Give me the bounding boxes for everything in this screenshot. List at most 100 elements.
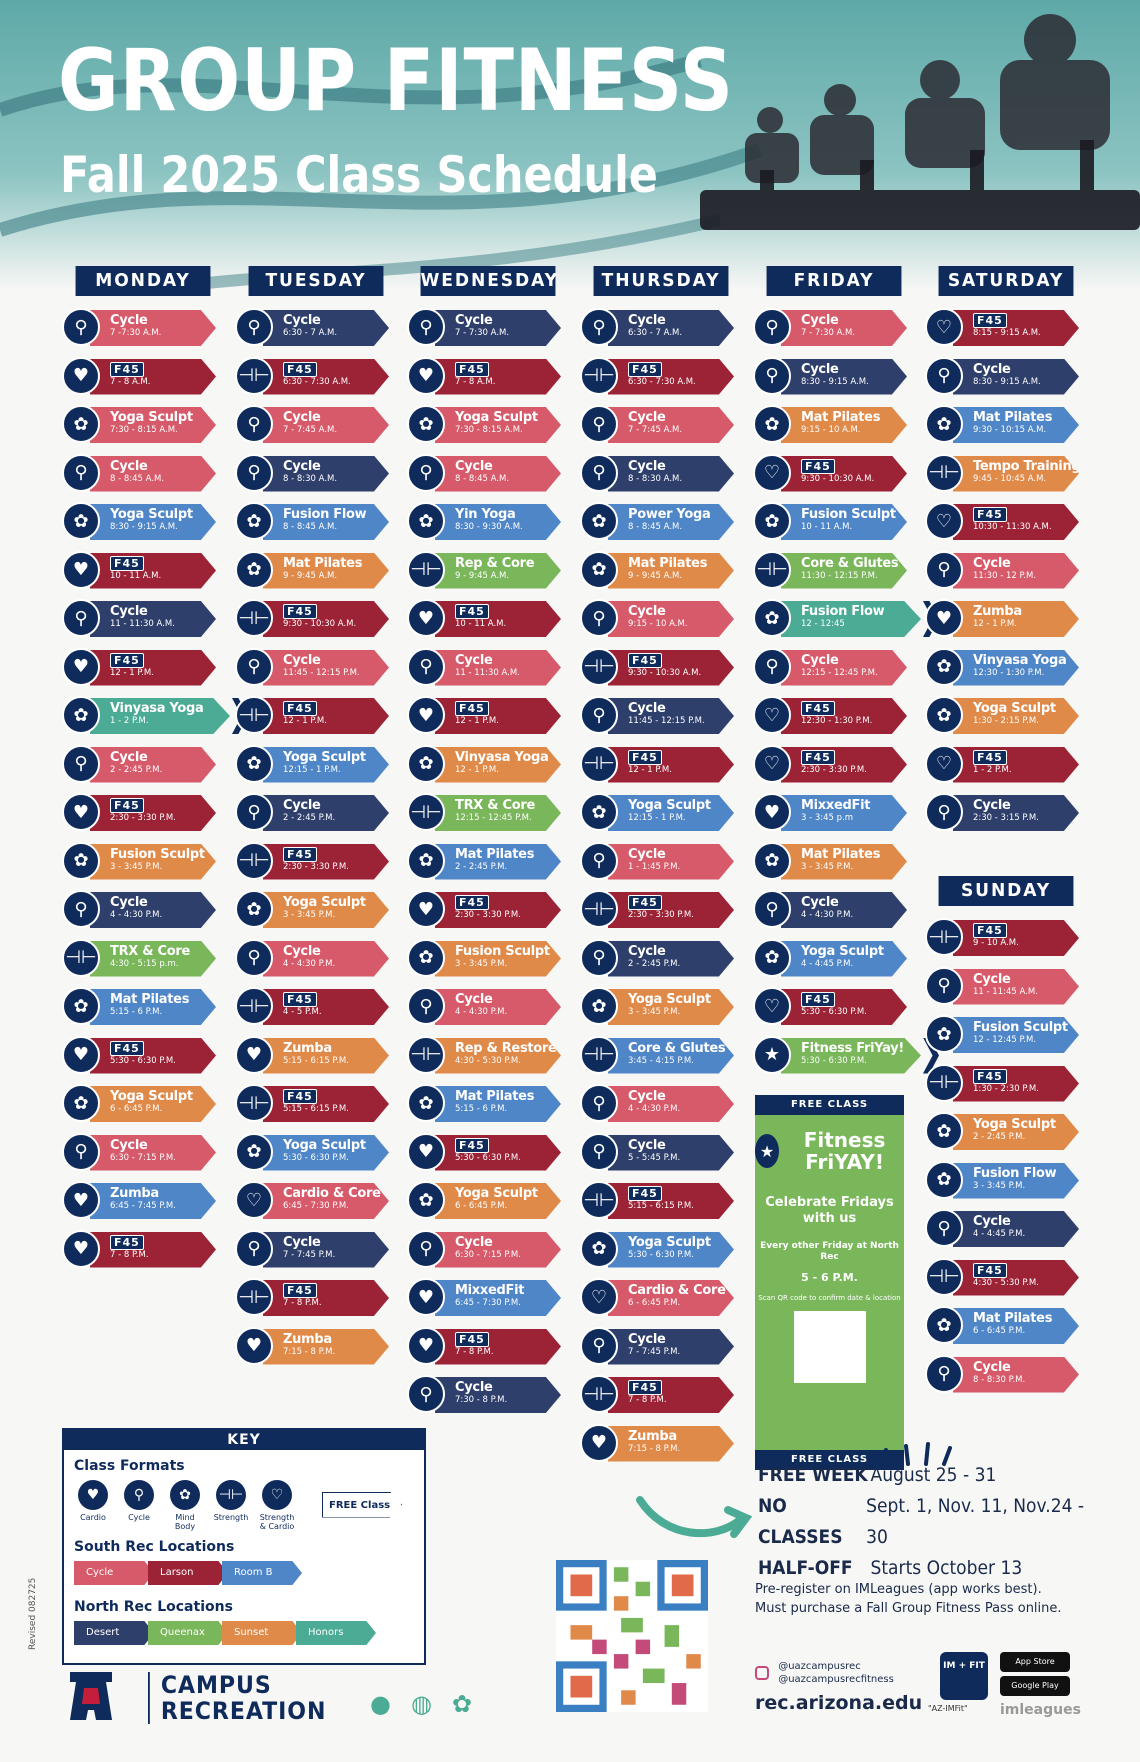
class-entry[interactable]: ⊣⊢ F45 2:30 - 3:30 P.M. bbox=[235, 840, 395, 881]
promo-qr-code[interactable] bbox=[793, 1311, 866, 1383]
class-entry[interactable]: ⚲ Cycle 6:30 - 7 A.M. bbox=[235, 306, 395, 347]
class-entry[interactable]: ⚲ Cycle 11:45 - 12:15 P.M. bbox=[235, 646, 395, 687]
class-entry[interactable]: ✿ Fusion Flow 3 - 3:45 P.M. bbox=[925, 1159, 1085, 1200]
class-entry[interactable]: ♡ F45 5:30 - 6:30 P.M. bbox=[753, 985, 913, 1026]
class-entry[interactable]: ♡ F45 8:15 - 9:15 A.M. bbox=[925, 306, 1085, 347]
app-store-button[interactable]: App Store bbox=[1000, 1652, 1070, 1672]
class-entry[interactable]: ⚲ Cycle 7 - 7:45 P.M. bbox=[580, 1325, 740, 1366]
class-entry[interactable]: ⊣⊢ F45 12 - 1 P.M. bbox=[235, 694, 395, 735]
website-link[interactable]: rec.arizona.edu bbox=[755, 1692, 923, 1714]
class-entry[interactable]: ♥ F45 7 - 8 P.M. bbox=[407, 1325, 567, 1366]
class-entry[interactable]: ⊣⊢ F45 7 - 8 P.M. bbox=[580, 1373, 740, 1414]
class-entry[interactable]: ⚲ Cycle 2 - 2:45 P.M. bbox=[235, 791, 395, 832]
class-entry[interactable]: ✿ Vinyasa Yoga 12:30 - 1:30 P.M. bbox=[925, 646, 1085, 687]
instagram-handle-1[interactable]: @uazcampusrec bbox=[778, 1661, 861, 1672]
class-entry[interactable]: ✿ Mat Pilates 9:15 - 10 A.M. bbox=[753, 403, 913, 444]
class-entry[interactable]: ⊣⊢ F45 9:30 - 10:30 A.M. bbox=[235, 597, 395, 638]
class-entry[interactable]: ✿ Vinyasa Yoga 12 - 1 P.M. bbox=[407, 743, 567, 784]
class-entry[interactable]: ⚲ Cycle 11 - 11:30 A.M. bbox=[407, 646, 567, 687]
class-entry[interactable]: ✿ Fusion Sculpt 3 - 3:45 P.M. bbox=[62, 840, 222, 881]
class-entry[interactable]: ⚲ Cycle 11 - 11:45 A.M. bbox=[925, 965, 1085, 1006]
class-entry[interactable]: ⊣⊢ TRX & Core 12:15 - 12:45 P.M. bbox=[407, 791, 567, 832]
class-entry[interactable]: ⊣⊢ F45 6:30 - 7:30 A.M. bbox=[580, 355, 740, 396]
class-entry[interactable]: ⊣⊢ F45 4:30 - 5:30 P.M. bbox=[925, 1256, 1085, 1297]
class-entry[interactable]: ⊣⊢ F45 5:15 - 6:15 P.M. bbox=[235, 1082, 395, 1123]
class-entry[interactable]: ⚲ Cycle 4 - 4:45 P.M. bbox=[925, 1207, 1085, 1248]
class-entry[interactable]: ⚲ Cycle 7 - 7:30 A.M. bbox=[753, 306, 913, 347]
class-entry[interactable]: ✿ Yoga Sculpt 6 - 6:45 P.M. bbox=[62, 1082, 222, 1123]
class-entry[interactable]: ⚲ Cycle 11:45 - 12:15 P.M. bbox=[580, 694, 740, 735]
class-entry[interactable]: ✿ Vinyasa Yoga 1 - 2 P.M. bbox=[62, 694, 248, 735]
class-entry[interactable]: ♥ F45 7 - 8 A.M. bbox=[407, 355, 567, 396]
class-entry[interactable]: ⚲ Cycle 5 - 5:45 P.M. bbox=[580, 1131, 740, 1172]
class-entry[interactable]: ✿ Yoga Sculpt 3 - 3:45 P.M. bbox=[580, 985, 740, 1026]
class-entry[interactable]: ✿ Yoga Sculpt 2 - 2:45 P.M. bbox=[925, 1110, 1085, 1151]
class-entry[interactable]: ♥ F45 10 - 11 A.M. bbox=[62, 549, 222, 590]
class-entry[interactable]: ⊣⊢ Core & Glutes 11:30 - 12:15 P.M. bbox=[753, 549, 913, 590]
class-entry[interactable]: ✿ Fusion Sculpt 3 - 3:45 P.M. bbox=[407, 937, 567, 978]
class-entry[interactable]: ⚲ Cycle 8:30 - 9:15 A.M. bbox=[753, 355, 913, 396]
class-entry[interactable]: ♥ MixxedFit 3 - 3:45 p.m bbox=[753, 791, 913, 832]
class-entry[interactable]: ⊣⊢ F45 9:30 - 10:30 A.M. bbox=[580, 646, 740, 687]
class-entry[interactable]: ⚲ Cycle 11 - 11:30 A.M. bbox=[62, 597, 222, 638]
class-entry[interactable]: ♡ Cardio & Core 6:45 - 7:30 P.M. bbox=[235, 1179, 395, 1220]
class-entry[interactable]: ✿ Yoga Sculpt 1:30 - 2:15 P.M. bbox=[925, 694, 1085, 735]
class-entry[interactable]: ✿ Yoga Sculpt 8:30 - 9:15 A.M. bbox=[62, 500, 222, 541]
class-entry[interactable]: ⊣⊢ F45 1:30 - 2:30 P.M. bbox=[925, 1062, 1085, 1103]
class-entry[interactable]: ⊣⊢ Core & Glutes 3:45 - 4:15 P.M. bbox=[580, 1034, 740, 1075]
class-entry[interactable]: ♡ Cardio & Core 6 - 6:45 P.M. bbox=[580, 1276, 740, 1317]
class-entry[interactable]: ✿ Yoga Sculpt 12:15 - 1 P.M. bbox=[580, 791, 740, 832]
class-entry[interactable]: ✿ Mat Pilates 9 - 9:45 A.M. bbox=[580, 549, 740, 590]
class-entry[interactable]: ✿ Yoga Sculpt 7:30 - 8:15 A.M. bbox=[62, 403, 222, 444]
class-entry[interactable]: ⚲ Cycle 7 - 7:30 A.M. bbox=[407, 306, 567, 347]
class-entry[interactable]: ⚲ Cycle 7 - 7:45 A.M. bbox=[235, 403, 395, 444]
class-entry[interactable]: ⊣⊢ Tempo Training 9:45 - 10:45 A.M. bbox=[925, 452, 1085, 493]
class-entry[interactable]: ⚲ Cycle 11:30 - 12 P.M. bbox=[925, 549, 1085, 590]
class-entry[interactable]: ⚲ Cycle 8:30 - 9:15 A.M. bbox=[925, 355, 1085, 396]
class-entry[interactable]: ✿ Mat Pilates 3 - 3:45 P.M. bbox=[753, 840, 913, 881]
class-entry[interactable]: ♡ F45 2:30 - 3:30 P.M. bbox=[753, 743, 913, 784]
class-entry[interactable]: ✿ Yoga Sculpt 3 - 3:45 P.M. bbox=[235, 888, 395, 929]
class-entry[interactable]: ♥ Zumba 7:15 - 8 P.M. bbox=[235, 1325, 395, 1366]
class-entry[interactable]: ✿ Yoga Sculpt 5:30 - 6:30 P.M. bbox=[580, 1228, 740, 1269]
class-entry[interactable]: ♥ F45 7 - 8 A.M. bbox=[62, 355, 222, 396]
class-entry[interactable]: ⊣⊢ F45 7 - 8 P.M. bbox=[235, 1276, 395, 1317]
im-fit-app-icon[interactable]: IM + FIT bbox=[940, 1652, 988, 1700]
class-entry[interactable]: ♥ F45 7 - 8 P.M. bbox=[62, 1228, 222, 1269]
class-entry[interactable]: ⚲ Cycle 7 - 7:45 A.M. bbox=[580, 403, 740, 444]
class-entry[interactable]: ⚲ Cycle 7 -7:30 A.M. bbox=[62, 306, 222, 347]
class-entry[interactable]: ♥ F45 5:30 - 6:30 P.M. bbox=[62, 1034, 222, 1075]
class-entry[interactable]: ✿ Mat Pilates 5:15 - 6 P.M. bbox=[407, 1082, 567, 1123]
class-entry[interactable]: ⚲ Cycle 1 - 1:45 P.M. bbox=[580, 840, 740, 881]
class-entry[interactable]: ⊣⊢ F45 5:15 - 6:15 P.M. bbox=[580, 1179, 740, 1220]
class-entry[interactable]: ♥ F45 10 - 11 A.M. bbox=[407, 597, 567, 638]
class-entry[interactable]: ✿ Yoga Sculpt 7:30 - 8:15 A.M. bbox=[407, 403, 567, 444]
class-entry[interactable]: ★ Fitness FriYay! 5:30 - 6:30 P.M. bbox=[753, 1034, 939, 1075]
class-entry[interactable]: ♥ F45 2:30 - 3:30 P.M. bbox=[407, 888, 567, 929]
instagram-handle-2[interactable]: @uazcampusrecfitness bbox=[778, 1674, 894, 1685]
class-entry[interactable]: ⚲ Cycle 2 - 2:45 P.M. bbox=[62, 743, 222, 784]
class-entry[interactable]: ✿ Mat Pilates 5:15 - 6 P.M. bbox=[62, 985, 222, 1026]
class-entry[interactable]: ⚲ Cycle 4 - 4:30 P.M. bbox=[62, 888, 222, 929]
class-entry[interactable]: ⊣⊢ F45 2:30 - 3:30 P.M. bbox=[580, 888, 740, 929]
class-entry[interactable]: ♡ F45 1 - 2 P.M. bbox=[925, 743, 1085, 784]
class-entry[interactable]: ✿ Mat Pilates 9 - 9:45 A.M. bbox=[235, 549, 395, 590]
class-entry[interactable]: ✿ Yoga Sculpt 4 - 4:45 P.M. bbox=[753, 937, 913, 978]
class-entry[interactable]: ⚲ Cycle 7 - 7:45 P.M. bbox=[235, 1228, 395, 1269]
class-entry[interactable]: ♡ F45 10:30 - 11:30 A.M. bbox=[925, 500, 1085, 541]
class-entry[interactable]: ✿ Mat Pilates 6 - 6:45 P.M. bbox=[925, 1304, 1085, 1345]
class-entry[interactable]: ♥ Zumba 6:45 - 7:45 P.M. bbox=[62, 1179, 222, 1220]
class-entry[interactable]: ♥ F45 12 - 1 P.M. bbox=[407, 694, 567, 735]
class-entry[interactable]: ♥ F45 2:30 - 3:30 P.M. bbox=[62, 791, 222, 832]
class-entry[interactable]: ♥ Zumba 5:15 - 6:15 P.M. bbox=[235, 1034, 395, 1075]
class-entry[interactable]: ✿ Yin Yoga 8:30 - 9:30 A.M. bbox=[407, 500, 567, 541]
class-entry[interactable]: ✿ Yoga Sculpt 6 - 6:45 P.M. bbox=[407, 1179, 567, 1220]
class-entry[interactable]: ♥ MixxedFit 6:45 - 7:30 P.M. bbox=[407, 1276, 567, 1317]
class-entry[interactable]: ⊣⊢ F45 12 - 1 P.M. bbox=[580, 743, 740, 784]
google-play-button[interactable]: Google Play bbox=[1000, 1676, 1070, 1696]
class-entry[interactable]: ✿ Fusion Sculpt 10 - 11 A.M. bbox=[753, 500, 913, 541]
class-entry[interactable]: ♥ Zumba 12 - 1 P.M. bbox=[925, 597, 1085, 638]
class-entry[interactable]: ⚲ Cycle 6:30 - 7:15 P.M. bbox=[62, 1131, 222, 1172]
class-entry[interactable]: ✿ Fusion Flow 8 - 8:45 A.M. bbox=[235, 500, 395, 541]
class-entry[interactable]: ⊣⊢ TRX & Core 4:30 - 5:15 p.m. bbox=[62, 937, 222, 978]
